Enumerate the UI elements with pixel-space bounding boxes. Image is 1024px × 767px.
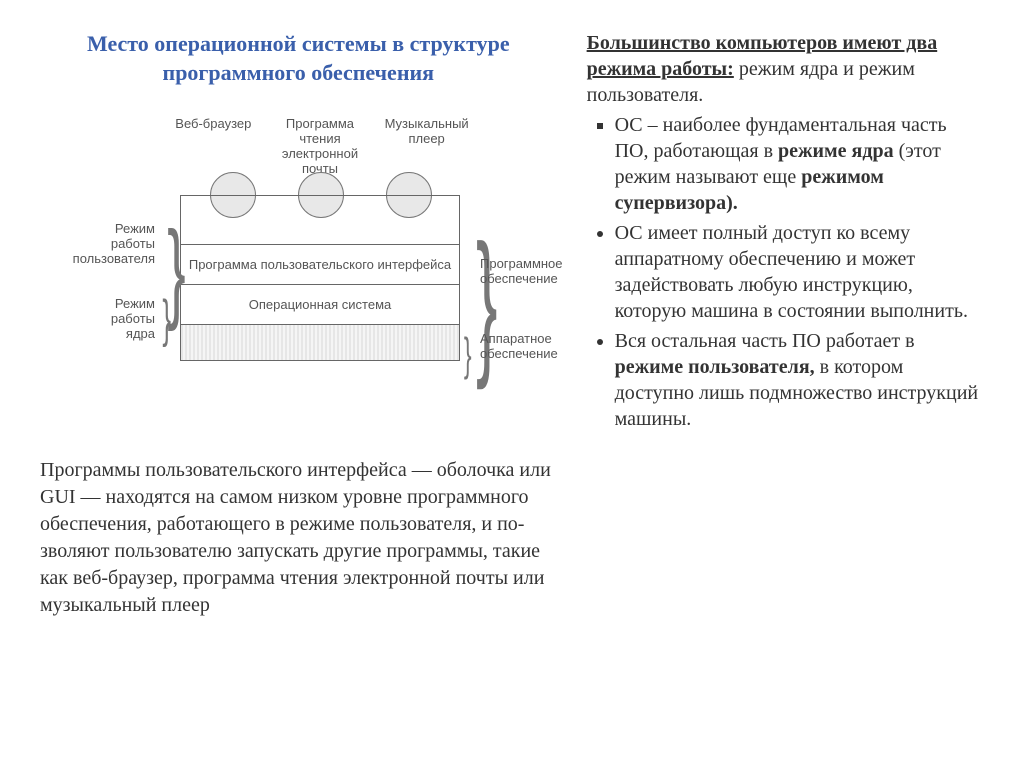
layer-os: Операционная система (181, 284, 459, 324)
brace-hardware: } (464, 327, 472, 381)
bullet-3: Вся остальная часть ПО работает в режиме… (615, 328, 984, 432)
layer-ui: Программа пользовательского интерфейса (181, 244, 459, 284)
label-user-mode: Режим работы пользователя (55, 222, 155, 267)
layer-apps (181, 196, 459, 244)
layer-hardware (181, 324, 459, 360)
page-title: Место операционной системы в структуре п… (40, 30, 557, 87)
label-player: Музыкальный плеер (377, 117, 477, 177)
left-paragraph: Программы пользовательского интерфейса —… (40, 457, 557, 619)
intro-text: Большинство компьютеров имеют два режима… (587, 30, 984, 108)
brace-kernel: } (162, 289, 171, 349)
bullet-1: ОС – наиболее фундаментальная часть ПО, … (615, 112, 984, 216)
label-browser: Веб-браузер (163, 117, 263, 177)
label-hardware: Аппаратное обеспечение (480, 332, 580, 362)
label-email: Программа чтения электронной почты (270, 117, 370, 177)
right-text-block: Большинство компьютеров имеют два режима… (587, 30, 984, 619)
label-kernel-mode: Режим работы ядра (55, 297, 155, 342)
os-structure-diagram: Веб-браузер Программа чтения электронной… (40, 117, 540, 427)
bullet-2: ОС имеет полный доступ ко всему аппаратн… (615, 220, 984, 324)
label-software: Программное обеспечение (480, 257, 580, 287)
brace-software: } (476, 209, 497, 393)
layer-stack: Программа пользовательского интерфейса О… (180, 195, 460, 361)
